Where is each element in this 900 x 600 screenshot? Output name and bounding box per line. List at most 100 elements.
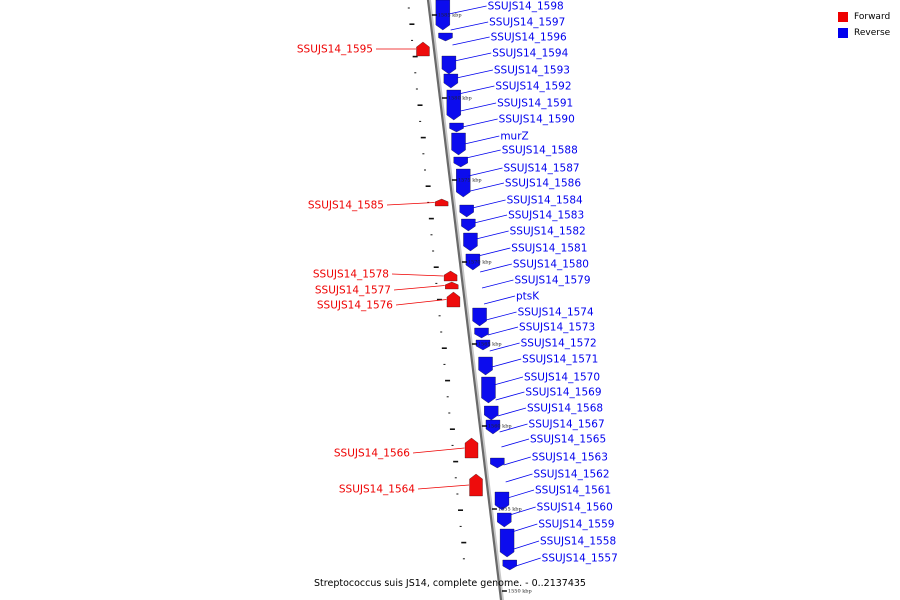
reverse-leader-line	[509, 506, 536, 516]
reverse-gene	[441, 55, 457, 75]
reverse-leader-line	[495, 391, 525, 401]
forward-leader-line	[391, 273, 444, 277]
forward-gene	[469, 473, 483, 497]
reverse-gene	[446, 89, 461, 121]
reverse-leader-line	[513, 540, 540, 550]
reverse-gene-label[interactable]: SSUJS14_1568	[527, 403, 603, 415]
reverse-gene-label[interactable]: SSUJS14_1571	[522, 354, 598, 366]
reverse-leader-line	[468, 167, 503, 177]
reverse-leader-line	[493, 376, 524, 386]
axis-layer	[426, 0, 505, 600]
tick-label: 1575 kbp	[458, 178, 482, 184]
reverse-gene-label[interactable]: SSUJS14_1590	[499, 114, 575, 126]
reverse-gene-label[interactable]: SSUJS14_1591	[497, 98, 573, 110]
reverse-gene-label[interactable]: SSUJS14_1561	[535, 485, 611, 497]
reverse-gene	[502, 559, 517, 571]
reverse-gene-label[interactable]: SSUJS14_1570	[524, 372, 600, 384]
forward-gene-label[interactable]: SSUJS14_1578	[313, 269, 389, 281]
reverse-gene	[497, 512, 512, 528]
reverse-gene	[465, 253, 481, 271]
reverse-gene-label[interactable]: SSUJS14_1563	[532, 452, 608, 464]
reverse-leader-line	[503, 456, 531, 466]
reverse-swatch	[838, 28, 848, 38]
reverse-gene	[472, 307, 487, 327]
reverse-gene-label[interactable]: SSUJS14_1560	[537, 502, 613, 514]
forward-gene	[443, 270, 458, 282]
reverse-leader-line	[476, 230, 509, 240]
tick-layer: 1585 kbp 1580 kbp 1575 kbp 1570 kbp 1565 kbp…	[431, 13, 532, 595]
reverse-leader-line	[460, 102, 497, 112]
reverse-gene	[449, 122, 464, 133]
genome-axis	[426, 0, 503, 600]
reverse-gene	[484, 405, 499, 421]
reverse-gene-label[interactable]: SSUJS14_1557	[542, 553, 618, 565]
slice-lines	[407, 7, 467, 560]
forward-leader-line	[395, 299, 447, 306]
reverse-gene-label[interactable]: SSUJS14_1580	[513, 259, 589, 271]
forward-gene-label[interactable]: SSUJS14_1576	[317, 300, 393, 312]
reverse-gene-label[interactable]: SSUJS14_1598	[488, 1, 564, 13]
genome-axis-shadow	[427, 0, 505, 600]
forward-gene-label[interactable]: SSUJS14_1595	[297, 44, 373, 56]
genome-caption: Streptococcus suis JS14, complete genome…	[314, 578, 586, 589]
reverse-gene-label[interactable]: SSUJS14_1581	[511, 243, 587, 255]
reverse-gene	[443, 73, 459, 89]
reverse-gene-label[interactable]: SSUJS14_1582	[510, 226, 586, 238]
reverse-gene-label[interactable]: SSUJS14_1593	[494, 65, 570, 77]
reverse-gene-label[interactable]: SSUJS14_1565	[530, 434, 606, 446]
tick-label: 1550 kbp	[508, 589, 532, 595]
label-layer: SSUJS14_1598 SSUJS14_1597 SSUJS14_1596 SSUJ…	[297, 1, 618, 567]
legend-forward-label: Forward	[854, 12, 891, 22]
reverse-gene-label[interactable]: SSUJS14_1587	[503, 163, 579, 175]
reverse-gene	[478, 356, 493, 376]
legend-reverse[interactable]: Reverse	[838, 25, 890, 41]
legend-forward[interactable]: Forward	[838, 9, 890, 25]
reverse-leader-line	[487, 326, 519, 336]
reverse-gene-label[interactable]: SSUJS14_1569	[525, 387, 601, 399]
forward-gene-label[interactable]: SSUJS14_1564	[339, 484, 415, 496]
reverse-gene-label[interactable]: SSUJS14_1562	[533, 469, 609, 481]
reverse-gene	[490, 457, 505, 469]
forward-gene-label[interactable]: SSUJS14_1577	[315, 285, 391, 297]
forward-gene-label[interactable]: SSUJS14_1566	[334, 448, 410, 460]
reverse-leader-line	[483, 295, 516, 305]
reverse-gene-label[interactable]: SSUJS14_1584	[507, 195, 583, 207]
reverse-gene	[474, 327, 489, 339]
reverse-leader-line	[450, 21, 489, 31]
legend: Forward Reverse	[838, 9, 890, 41]
reverse-gene-label[interactable]: SSUJS14_1586	[505, 178, 581, 190]
reverse-gene-label[interactable]: SSUJS14_1588	[502, 145, 578, 157]
reverse-leader-line	[515, 557, 541, 567]
reverse-leader-line	[466, 149, 501, 159]
reverse-gene-label[interactable]: SSUJS14_1574	[518, 307, 594, 319]
reverse-gene	[459, 204, 474, 218]
tick-label: 1570 kbp	[468, 260, 492, 266]
tick-label: 1580 kbp	[448, 96, 472, 102]
reverse-leader-line	[478, 247, 511, 257]
forward-gene-label[interactable]: SSUJS14_1585	[308, 200, 384, 212]
reverse-gene	[475, 339, 491, 351]
reverse-leader-line	[489, 342, 520, 352]
reverse-gene-label[interactable]: SSUJS14_1572	[521, 338, 597, 350]
forward-swatch	[838, 12, 848, 22]
reverse-gene-label[interactable]: murZ	[500, 131, 528, 143]
reverse-gene	[461, 218, 476, 232]
reverse-gene-label[interactable]: SSUJS14_1573	[519, 322, 595, 334]
reverse-gene-label[interactable]: SSUJS14_1567	[529, 419, 605, 431]
reverse-gene-label[interactable]: SSUJS14_1594	[492, 48, 568, 60]
reverse-gene-label[interactable]: SSUJS14_1579	[514, 275, 590, 287]
reverse-gene	[438, 32, 453, 42]
reverse-gene-label[interactable]: SSUJS14_1558	[540, 536, 616, 548]
reverse-gene-label[interactable]: SSUJS14_1597	[489, 17, 565, 29]
reverse-leader-line	[481, 279, 514, 289]
forward-leader-line	[412, 447, 465, 454]
reverse-gene-label[interactable]: SSUJS14_1592	[495, 81, 571, 93]
reverse-leader-line	[491, 358, 522, 368]
reverse-gene-label[interactable]: SSUJS14_1596	[491, 32, 567, 44]
reverse-leader-line	[480, 263, 512, 273]
forward-leader-line	[386, 202, 435, 206]
reverse-gene-label[interactable]: ptsK	[516, 291, 540, 303]
reverse-gene-label[interactable]: SSUJS14_1583	[508, 210, 584, 222]
reverse-gene-label[interactable]: SSUJS14_1559	[538, 519, 614, 531]
